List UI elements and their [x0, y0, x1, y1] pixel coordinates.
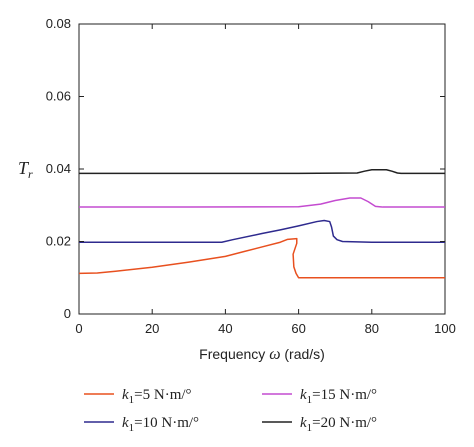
legend: k1=5 N·m/° k1=10 N·m/° k1=15 N·m/° k1=20…	[84, 387, 377, 434]
legend-item: k1=15 N·m/°	[262, 387, 377, 406]
legend-value: =10 N·m/°	[134, 415, 199, 431]
x-axis-title: Frequency ω (rad/s)	[199, 346, 325, 363]
legend-sub: 1	[307, 394, 313, 406]
x-tick-label: 20	[145, 321, 159, 336]
series-layer	[78, 168, 445, 279]
legend-var: k	[122, 387, 129, 403]
y-axis-title-main: T	[18, 158, 30, 178]
x-tick-label: 0	[75, 321, 82, 336]
legend-var: k	[300, 387, 307, 403]
y-tick-label: 0.02	[46, 234, 71, 249]
x-tick-label: 60	[291, 321, 305, 336]
legend-label: k1=20 N·m/°	[300, 415, 377, 434]
series-line	[79, 219, 445, 243]
x-tick-label: 100	[434, 321, 456, 336]
x-tick-label: 40	[218, 321, 232, 336]
legend-var: k	[122, 415, 129, 431]
legend-label: k1=5 N·m/°	[122, 387, 192, 406]
y-tick-label: 0	[64, 306, 71, 321]
legend-sub: 1	[129, 422, 135, 434]
series-line	[78, 237, 445, 279]
x-axis-title-symbol: ω	[269, 346, 280, 363]
legend-label: k1=15 N·m/°	[300, 387, 377, 406]
y-axis-title: Tr	[18, 158, 33, 181]
legend-item: k1=5 N·m/°	[84, 387, 192, 406]
x-axis-title-prefix: Frequency	[199, 346, 269, 362]
series-line	[79, 197, 445, 208]
x-tick-label: 80	[365, 321, 379, 336]
plot-frame	[78, 23, 446, 315]
legend-sub: 1	[307, 422, 313, 434]
y-tick-label: 0.06	[46, 89, 71, 104]
series-line	[79, 168, 445, 175]
x-axis-ticks: 0 20 40 60 80 100	[75, 24, 456, 336]
legend-value: =20 N·m/°	[312, 415, 377, 431]
legend-sub: 1	[129, 394, 135, 406]
legend-value: =5 N·m/°	[134, 387, 191, 403]
legend-value: =15 N·m/°	[312, 387, 377, 403]
y-tick-label: 0.04	[46, 161, 71, 176]
x-axis-title-unit: (rad/s)	[281, 346, 325, 362]
y-axis-title-sub: r	[28, 167, 33, 181]
legend-item: k1=10 N·m/°	[84, 415, 199, 434]
legend-label: k1=10 N·m/°	[122, 415, 199, 434]
y-tick-label: 0.08	[46, 16, 71, 31]
legend-item: k1=20 N·m/°	[262, 415, 377, 434]
legend-var: k	[300, 415, 307, 431]
y-axis-ticks: 0 0.02 0.04 0.06 0.08	[46, 16, 445, 321]
